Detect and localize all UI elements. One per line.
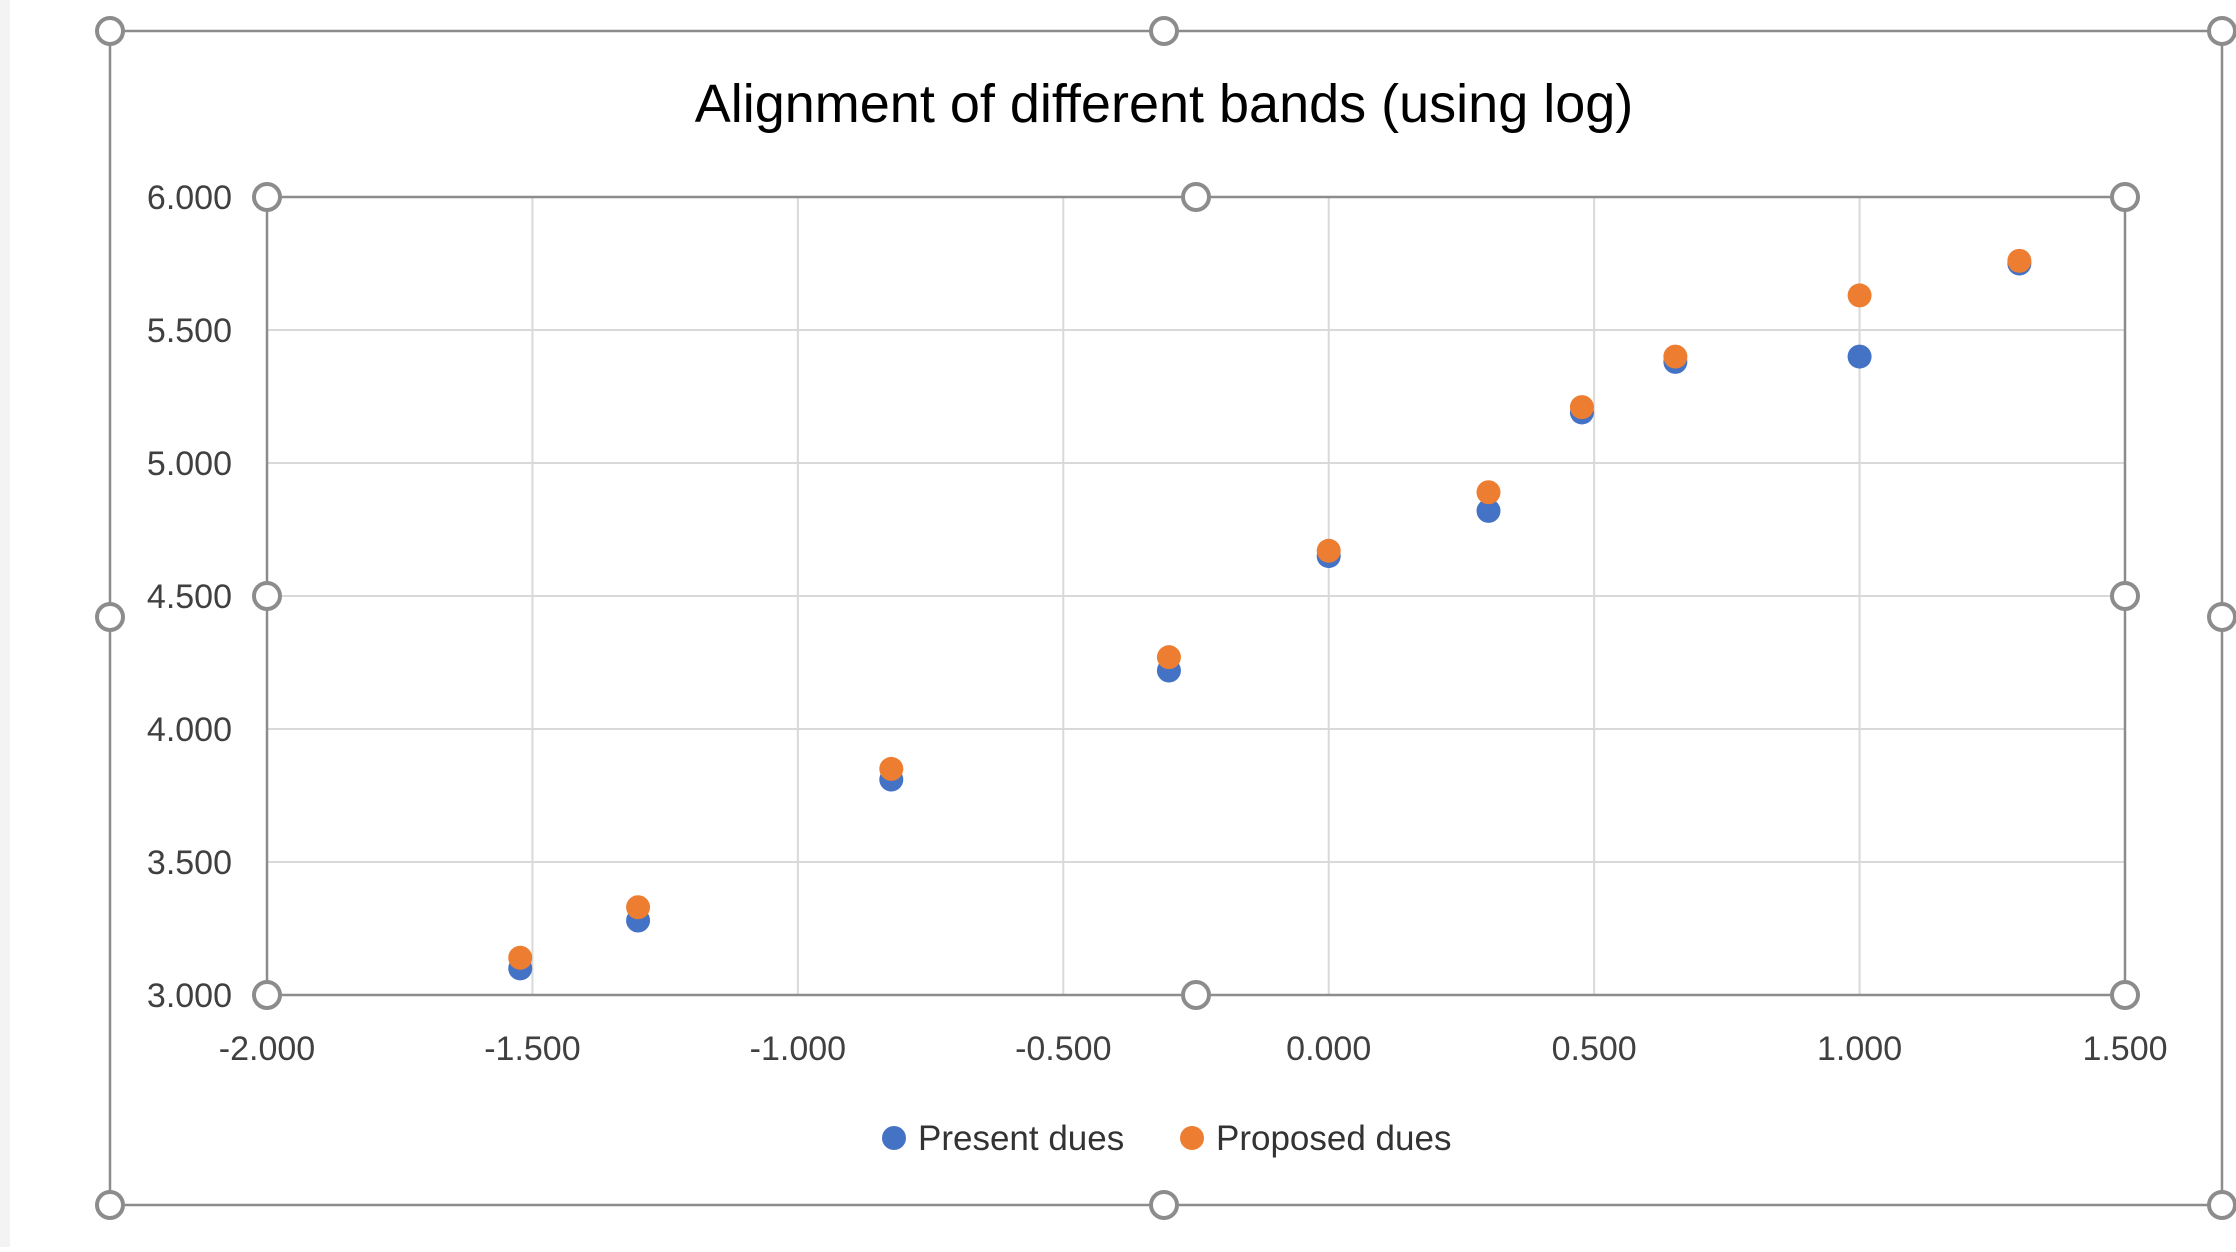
x-tick-label: 1.000 (1817, 1030, 1902, 1068)
resize-handle[interactable] (1181, 980, 1211, 1010)
resize-handle[interactable] (2207, 1190, 2236, 1220)
resize-handle[interactable] (95, 1190, 125, 1220)
legend-label-proposed-dues: Proposed dues (1216, 1119, 1451, 1158)
resize-handle[interactable] (2110, 182, 2140, 212)
data-point-proposed-dues[interactable] (1569, 395, 1594, 420)
resize-handle[interactable] (1149, 1190, 1179, 1220)
data-point-proposed-dues[interactable] (2007, 248, 2032, 273)
data-point-proposed-dues[interactable] (1663, 344, 1688, 369)
legend[interactable]: Present dues Proposed dues (882, 1119, 1451, 1158)
resize-handle[interactable] (252, 581, 282, 611)
data-point-proposed-dues[interactable] (1156, 645, 1181, 670)
x-axis-tick-labels: -2.000 -1.500 -1.000 -0.500 0.000 0.500 1.000 1… (219, 1030, 2168, 1068)
resize-handle[interactable] (252, 182, 282, 212)
data-point-proposed-dues[interactable] (1316, 538, 1341, 563)
resize-handle[interactable] (2207, 602, 2236, 632)
left-margin-strip (0, 0, 10, 1247)
chart-title: Alignment of different bands (using log) (695, 74, 1634, 134)
data-points (508, 248, 2032, 981)
x-tick-label: -2.000 (219, 1030, 315, 1068)
resize-handle[interactable] (1149, 16, 1179, 46)
y-tick-label: 5.000 (147, 445, 232, 483)
resize-handle[interactable] (252, 980, 282, 1010)
legend-marker-present-dues (882, 1126, 906, 1150)
y-tick-label: 4.500 (147, 578, 232, 616)
x-tick-label: -1.000 (750, 1030, 846, 1068)
resize-handle[interactable] (2207, 16, 2236, 46)
y-tick-label: 6.000 (147, 179, 232, 217)
data-point-proposed-dues[interactable] (508, 945, 533, 970)
legend-marker-proposed-dues (1180, 1126, 1204, 1150)
y-axis-tick-labels: 3.000 3.500 4.000 4.500 5.000 5.500 6.000 (147, 179, 232, 1015)
chart-area-frame[interactable] (108, 29, 2224, 1207)
x-tick-label: -1.500 (484, 1030, 580, 1068)
data-point-proposed-dues[interactable] (1476, 480, 1501, 505)
x-tick-label: 0.000 (1286, 1030, 1371, 1068)
selection-handles[interactable] (95, 16, 2236, 1220)
resize-handle[interactable] (1181, 182, 1211, 212)
legend-label-present-dues: Present dues (918, 1119, 1124, 1158)
y-tick-label: 3.500 (147, 844, 232, 882)
data-point-present-dues[interactable] (1476, 498, 1501, 523)
x-tick-label: 0.500 (1552, 1030, 1637, 1068)
y-tick-label: 5.500 (147, 312, 232, 350)
data-point-proposed-dues[interactable] (626, 895, 651, 920)
data-point-proposed-dues[interactable] (879, 756, 904, 781)
y-tick-label: 4.000 (147, 711, 232, 749)
data-point-proposed-dues[interactable] (1847, 283, 1872, 308)
resize-handle[interactable] (95, 16, 125, 46)
data-point-present-dues[interactable] (1847, 344, 1872, 369)
x-tick-label: -0.500 (1015, 1030, 1111, 1068)
resize-handle[interactable] (95, 602, 125, 632)
x-tick-label: 1.500 (2082, 1030, 2167, 1068)
y-tick-label: 3.000 (147, 977, 232, 1015)
gridlines (266, 196, 2126, 996)
resize-handle[interactable] (2110, 581, 2140, 611)
resize-handle[interactable] (2110, 980, 2140, 1010)
